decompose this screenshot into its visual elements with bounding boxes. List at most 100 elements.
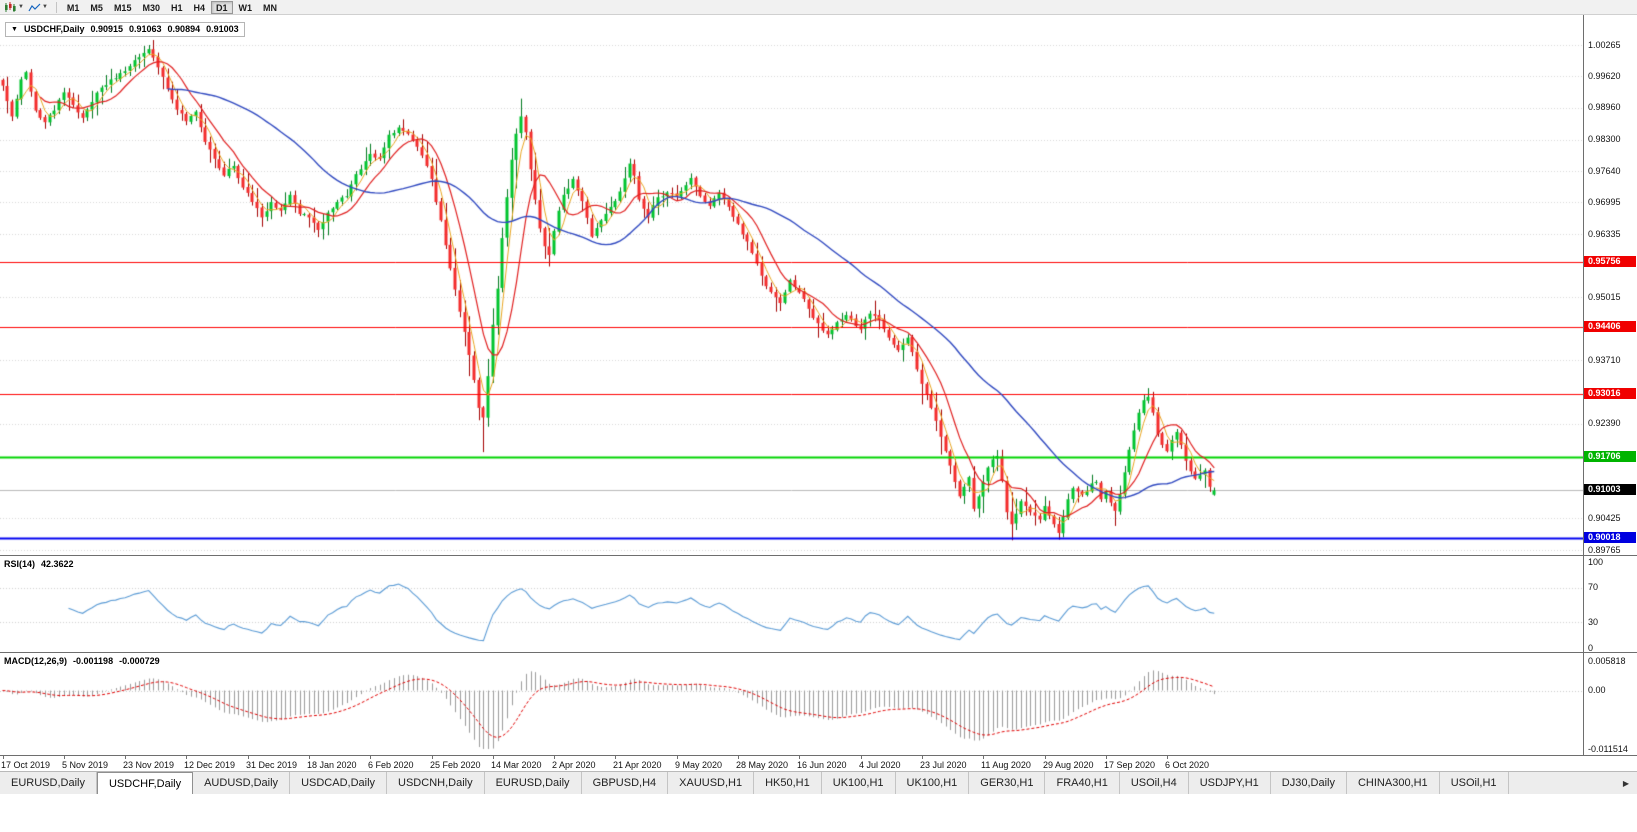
macd-axis[interactable]: 0.005818 0.00 -0.011514 <box>1583 653 1636 755</box>
timeframe-button-m5[interactable]: M5 <box>90 2 103 13</box>
macd-label: MACD(12,26,9) <box>4 656 68 666</box>
timeframe-button-h4[interactable]: H4 <box>193 2 205 13</box>
timeframe-button-h1[interactable]: H1 <box>170 2 183 13</box>
rsi-label: RSI(14) <box>4 559 36 569</box>
timeframe-button-m30[interactable]: M30 <box>142 2 160 13</box>
chart-type-icon[interactable] <box>3 1 18 13</box>
time-tick <box>3 756 4 759</box>
time-axis-label: 28 May 2020 <box>736 760 789 770</box>
price-grid-label: 1.00265 <box>1588 39 1621 50</box>
ohlc-open: 0.90915 <box>90 24 123 34</box>
tab-scroll-right-button[interactable]: ▶ <box>1622 778 1629 788</box>
rsi-axis-label: 30 <box>1588 616 1599 627</box>
time-axis-label: 18 Jan 2020 <box>307 760 357 770</box>
macd-main-value: -0.001198 <box>73 656 114 666</box>
chart-tab-eurusd-daily[interactable]: EURUSD,Daily <box>484 772 582 794</box>
chart-tab-eurusd-daily[interactable]: EURUSD,Daily <box>0 772 97 794</box>
price-grid-label: 0.92390 <box>1588 418 1621 429</box>
indicators-icon[interactable] <box>27 2 42 13</box>
indicators-dropdown-icon[interactable]: ▼ <box>41 4 48 10</box>
chart-tab-usdjpy-h1[interactable]: USDJPY,H1 <box>1188 772 1271 794</box>
panel-divider[interactable] <box>0 555 1637 556</box>
time-tick <box>493 756 494 759</box>
time-tick <box>677 756 678 759</box>
chart-tab-audusd-daily[interactable]: AUDUSD,Daily <box>193 772 291 794</box>
time-axis-label: 12 Dec 2019 <box>184 760 236 770</box>
collapse-panel-icon[interactable]: ▼ <box>11 25 18 33</box>
time-axis-label: 4 Jul 2020 <box>859 760 901 770</box>
time-tick <box>1045 756 1046 759</box>
chart-tab-hk50-h1[interactable]: HK50,H1 <box>754 772 822 794</box>
macd-title-overlay: MACD(12,26,9) -0.001198 -0.000729 <box>4 656 160 666</box>
time-tick <box>1167 756 1168 759</box>
time-tick <box>248 756 249 759</box>
rsi-canvas[interactable] <box>0 556 1583 652</box>
rsi-value: 42.3622 <box>41 559 74 569</box>
timeframe-toolbar: ▼ ▼ M1 M5 M15 M30 H1 H4 D1 W1 MN <box>0 0 1637 15</box>
chart-tab-usoil-h4[interactable]: USOil,H4 <box>1119 772 1189 794</box>
timeframe-button-d1[interactable]: D1 <box>211 0 233 14</box>
rsi-axis-label: 0 <box>1588 642 1594 653</box>
time-tick <box>861 756 862 759</box>
time-axis-label: 2 Apr 2020 <box>552 760 596 770</box>
price-grid-label: 0.89765 <box>1588 544 1621 555</box>
time-axis[interactable]: 17 Oct 2019 5 Nov 2019 23 Nov 2019 12 Dec 2… <box>0 755 1637 771</box>
timeframe-button-m1[interactable]: M1 <box>66 2 80 13</box>
price-grid-label: 0.99620 <box>1588 70 1621 81</box>
time-axis-label: 23 Nov 2019 <box>123 760 175 770</box>
macd-axis-label: 0.005818 <box>1588 655 1626 666</box>
time-tick <box>615 756 616 759</box>
timeframe-button-w1[interactable]: W1 <box>238 2 253 13</box>
chart-tab-gbpusd-h4[interactable]: GBPUSD,H4 <box>581 772 669 794</box>
chart-title-overlay: ▼ USDCHF,Daily 0.90915 0.91063 0.90894 0… <box>5 22 245 37</box>
chart-tab-usdcad-daily[interactable]: USDCAD,Daily <box>290 772 388 794</box>
timeframe-button-mn[interactable]: MN <box>263 2 278 13</box>
chart-tab-bar: EURUSD,Daily USDCHF,Daily AUDUSD,Daily USDC… <box>0 771 1637 794</box>
price-axis[interactable]: 1.00265 0.99620 0.98960 0.98300 0.97640 0.969… <box>1583 15 1636 555</box>
panel-divider[interactable] <box>0 652 1637 653</box>
time-axis-label: 9 May 2020 <box>675 760 723 770</box>
timeframe-button-m15[interactable]: M15 <box>113 2 132 13</box>
macd-canvas[interactable] <box>0 653 1583 755</box>
chart-tab-fra40-h1[interactable]: FRA40,H1 <box>1045 772 1120 794</box>
time-axis-label: 11 Aug 2020 <box>981 760 1031 770</box>
time-axis-label: 25 Feb 2020 <box>430 760 481 770</box>
macd-axis-label: -0.011514 <box>1588 743 1628 754</box>
chart-type-dropdown-icon[interactable]: ▼ <box>18 4 24 10</box>
chart-tab-ger30-h1[interactable]: GER30,H1 <box>969 772 1046 794</box>
price-grid-label: 0.93710 <box>1588 354 1621 365</box>
time-tick <box>738 756 739 759</box>
chart-tab-usdchf-daily[interactable]: USDCHF,Daily <box>96 772 194 794</box>
chart-tab-uk100-h1[interactable]: UK100,H1 <box>895 772 970 794</box>
chart-window: ▼ USDCHF,Daily 0.90915 0.91063 0.90894 0… <box>0 15 1637 832</box>
price-grid-label: 0.96995 <box>1588 196 1621 207</box>
chart-tab-usdcnh-daily[interactable]: USDCNH,Daily <box>387 772 485 794</box>
time-tick <box>554 756 555 759</box>
price-grid-label: 0.98300 <box>1588 134 1621 144</box>
toolbar-separator <box>55 1 57 13</box>
support-level-badge: 0.91706 <box>1584 450 1636 462</box>
chart-tab-dj30-daily[interactable]: DJ30,Daily <box>1270 772 1347 794</box>
time-tick <box>1106 756 1107 759</box>
rsi-axis-label: 70 <box>1588 582 1599 593</box>
chart-tab-uk100-h1[interactable]: UK100,H1 <box>821 772 896 794</box>
resistance-level-badge-1: 0.95756 <box>1584 255 1636 267</box>
price-grid-label: 0.98960 <box>1588 102 1621 113</box>
chart-tab-china300-h1[interactable]: CHINA300,H1 <box>1346 772 1440 794</box>
time-axis-label: 29 Aug 2020 <box>1043 760 1094 770</box>
chart-tab-xauusd-h1[interactable]: XAUUSD,H1 <box>668 772 755 794</box>
macd-axis-label: 0.00 <box>1588 685 1606 696</box>
time-axis-label: 31 Dec 2019 <box>246 760 298 770</box>
rsi-axis[interactable]: 100 70 30 0 <box>1583 556 1636 652</box>
time-tick <box>186 756 187 759</box>
chart-tab-usoil-h1[interactable]: USOil,H1 <box>1439 772 1509 794</box>
time-tick <box>64 756 65 759</box>
price-chart-canvas[interactable] <box>0 15 1583 555</box>
time-axis-label: 5 Nov 2019 <box>62 760 109 770</box>
time-axis-label: 14 Mar 2020 <box>491 760 542 770</box>
lower-support-level-badge: 0.90018 <box>1584 531 1636 543</box>
symbol-period-label: USDCHF,Daily <box>23 24 85 34</box>
time-axis-label: 21 Apr 2020 <box>613 760 662 770</box>
ohlc-low: 0.90894 <box>167 24 201 34</box>
